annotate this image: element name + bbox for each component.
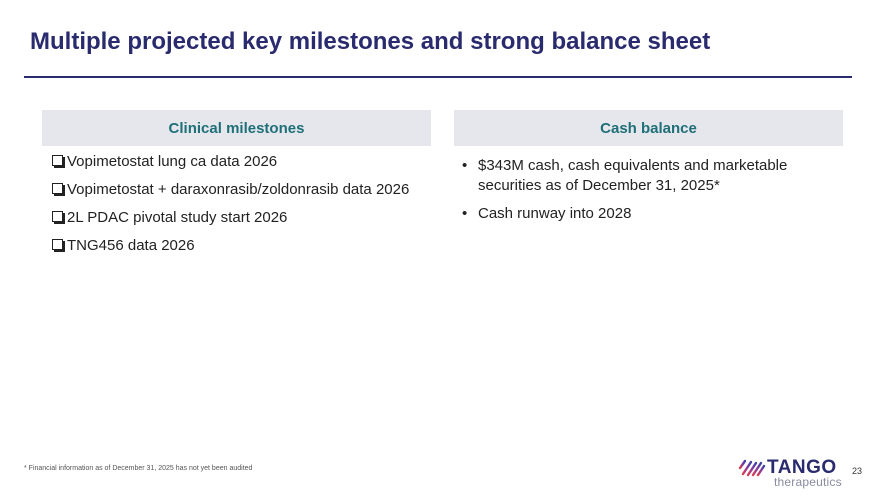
cash-item: • Cash runway into 2028 <box>462 204 832 224</box>
bullet-icon: • <box>462 205 468 222</box>
checkbox-icon <box>52 183 65 196</box>
footnote: * Financial information as of December 3… <box>24 465 253 472</box>
page-number: 23 <box>852 466 863 476</box>
title-divider <box>24 76 852 78</box>
cash-balance-header: Cash balance <box>454 110 843 146</box>
cash-balance-list: • $343M cash, cash equivalents and marke… <box>462 156 832 232</box>
checkbox-icon <box>52 239 65 252</box>
logo-wordmark: TANGO <box>767 457 837 478</box>
milestone-item: Vopimetostat lung ca data 2026 <box>52 152 422 172</box>
milestone-text: 2L PDAC pivotal study start 2026 <box>67 209 288 226</box>
milestones-list: Vopimetostat lung ca data 2026 Vopimetos… <box>52 152 422 264</box>
tango-mark-icon <box>738 459 766 477</box>
milestone-text: Vopimetostat lung ca data 2026 <box>67 153 278 170</box>
clinical-milestones-header: Clinical milestones <box>42 110 431 146</box>
milestone-item: 2L PDAC pivotal study start 2026 <box>52 208 422 228</box>
milestone-text: Vopimetostat + daraxonrasib/zoldonrasib … <box>67 181 410 198</box>
checkbox-icon <box>52 155 65 168</box>
cash-item: • $343M cash, cash equivalents and marke… <box>462 156 832 196</box>
milestone-text: TNG456 data 2026 <box>67 237 195 254</box>
logo-subtitle: therapeutics <box>774 475 842 489</box>
bullet-icon: • <box>462 157 468 174</box>
slide-title: Multiple projected key milestones and st… <box>30 28 711 55</box>
tango-logo: TANGO therapeutics <box>738 457 842 489</box>
milestone-item: Vopimetostat + daraxonrasib/zoldonrasib … <box>52 180 422 200</box>
milestone-item: TNG456 data 2026 <box>52 236 422 256</box>
cash-text: $343M cash, cash equivalents and marketa… <box>478 157 788 194</box>
checkbox-icon <box>52 211 65 224</box>
cash-text: Cash runway into 2028 <box>478 205 632 222</box>
